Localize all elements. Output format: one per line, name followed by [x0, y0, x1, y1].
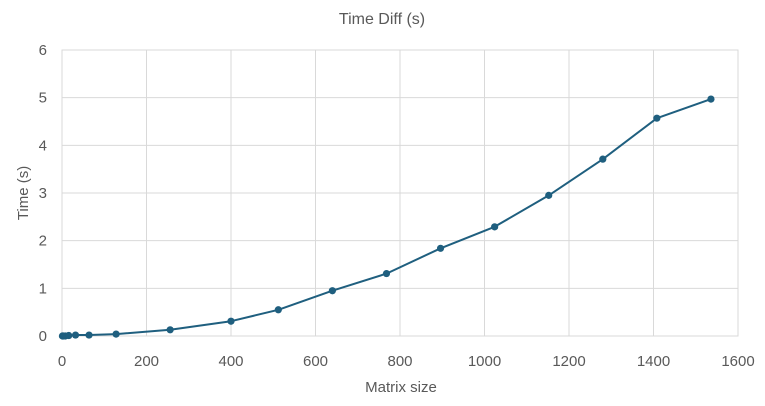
x-tick-label: 1600	[721, 353, 754, 370]
y-tick-label: 5	[39, 90, 47, 107]
x-tick-label: 400	[218, 353, 243, 370]
data-point	[382, 269, 391, 278]
y-tick-label: 1	[39, 280, 47, 297]
y-tick-label: 6	[39, 42, 47, 59]
x-tick-label: 600	[303, 353, 328, 370]
data-point	[65, 331, 73, 340]
x-tick-label: 200	[134, 353, 159, 370]
y-tick-label: 3	[39, 185, 47, 202]
series-line	[61, 98, 712, 337]
plot-area	[61, 49, 739, 337]
data-point	[707, 95, 715, 103]
tick-labels: 0 200 400 600 800 1000 1200 1400 1600 0 1 2 3 4 5 6	[39, 42, 755, 370]
data-point	[328, 287, 336, 295]
data-point	[227, 317, 235, 325]
data-point	[599, 155, 607, 163]
chart-title: Time Diff (s)	[339, 11, 425, 28]
data-point	[85, 331, 93, 339]
series	[58, 95, 715, 340]
y-tick-label: 2	[39, 233, 47, 250]
data-point	[274, 306, 282, 314]
x-tick-label: 1200	[552, 353, 585, 370]
x-tick-label: 1400	[637, 353, 670, 370]
data-point	[545, 191, 553, 199]
x-tick-label: 0	[58, 353, 66, 370]
y-tick-label: 0	[39, 328, 47, 345]
data-point	[166, 326, 174, 334]
grid	[61, 49, 739, 337]
y-axis-title: Time (s)	[15, 166, 32, 220]
data-point	[112, 330, 120, 338]
x-axis-title: Matrix size	[365, 379, 437, 396]
data-point	[653, 114, 661, 122]
x-tick-label: 800	[387, 353, 412, 370]
data-point	[436, 244, 445, 252]
data-point	[491, 223, 499, 231]
x-tick-label: 1000	[468, 353, 501, 370]
y-tick-label: 4	[39, 137, 47, 154]
data-point	[71, 331, 80, 339]
